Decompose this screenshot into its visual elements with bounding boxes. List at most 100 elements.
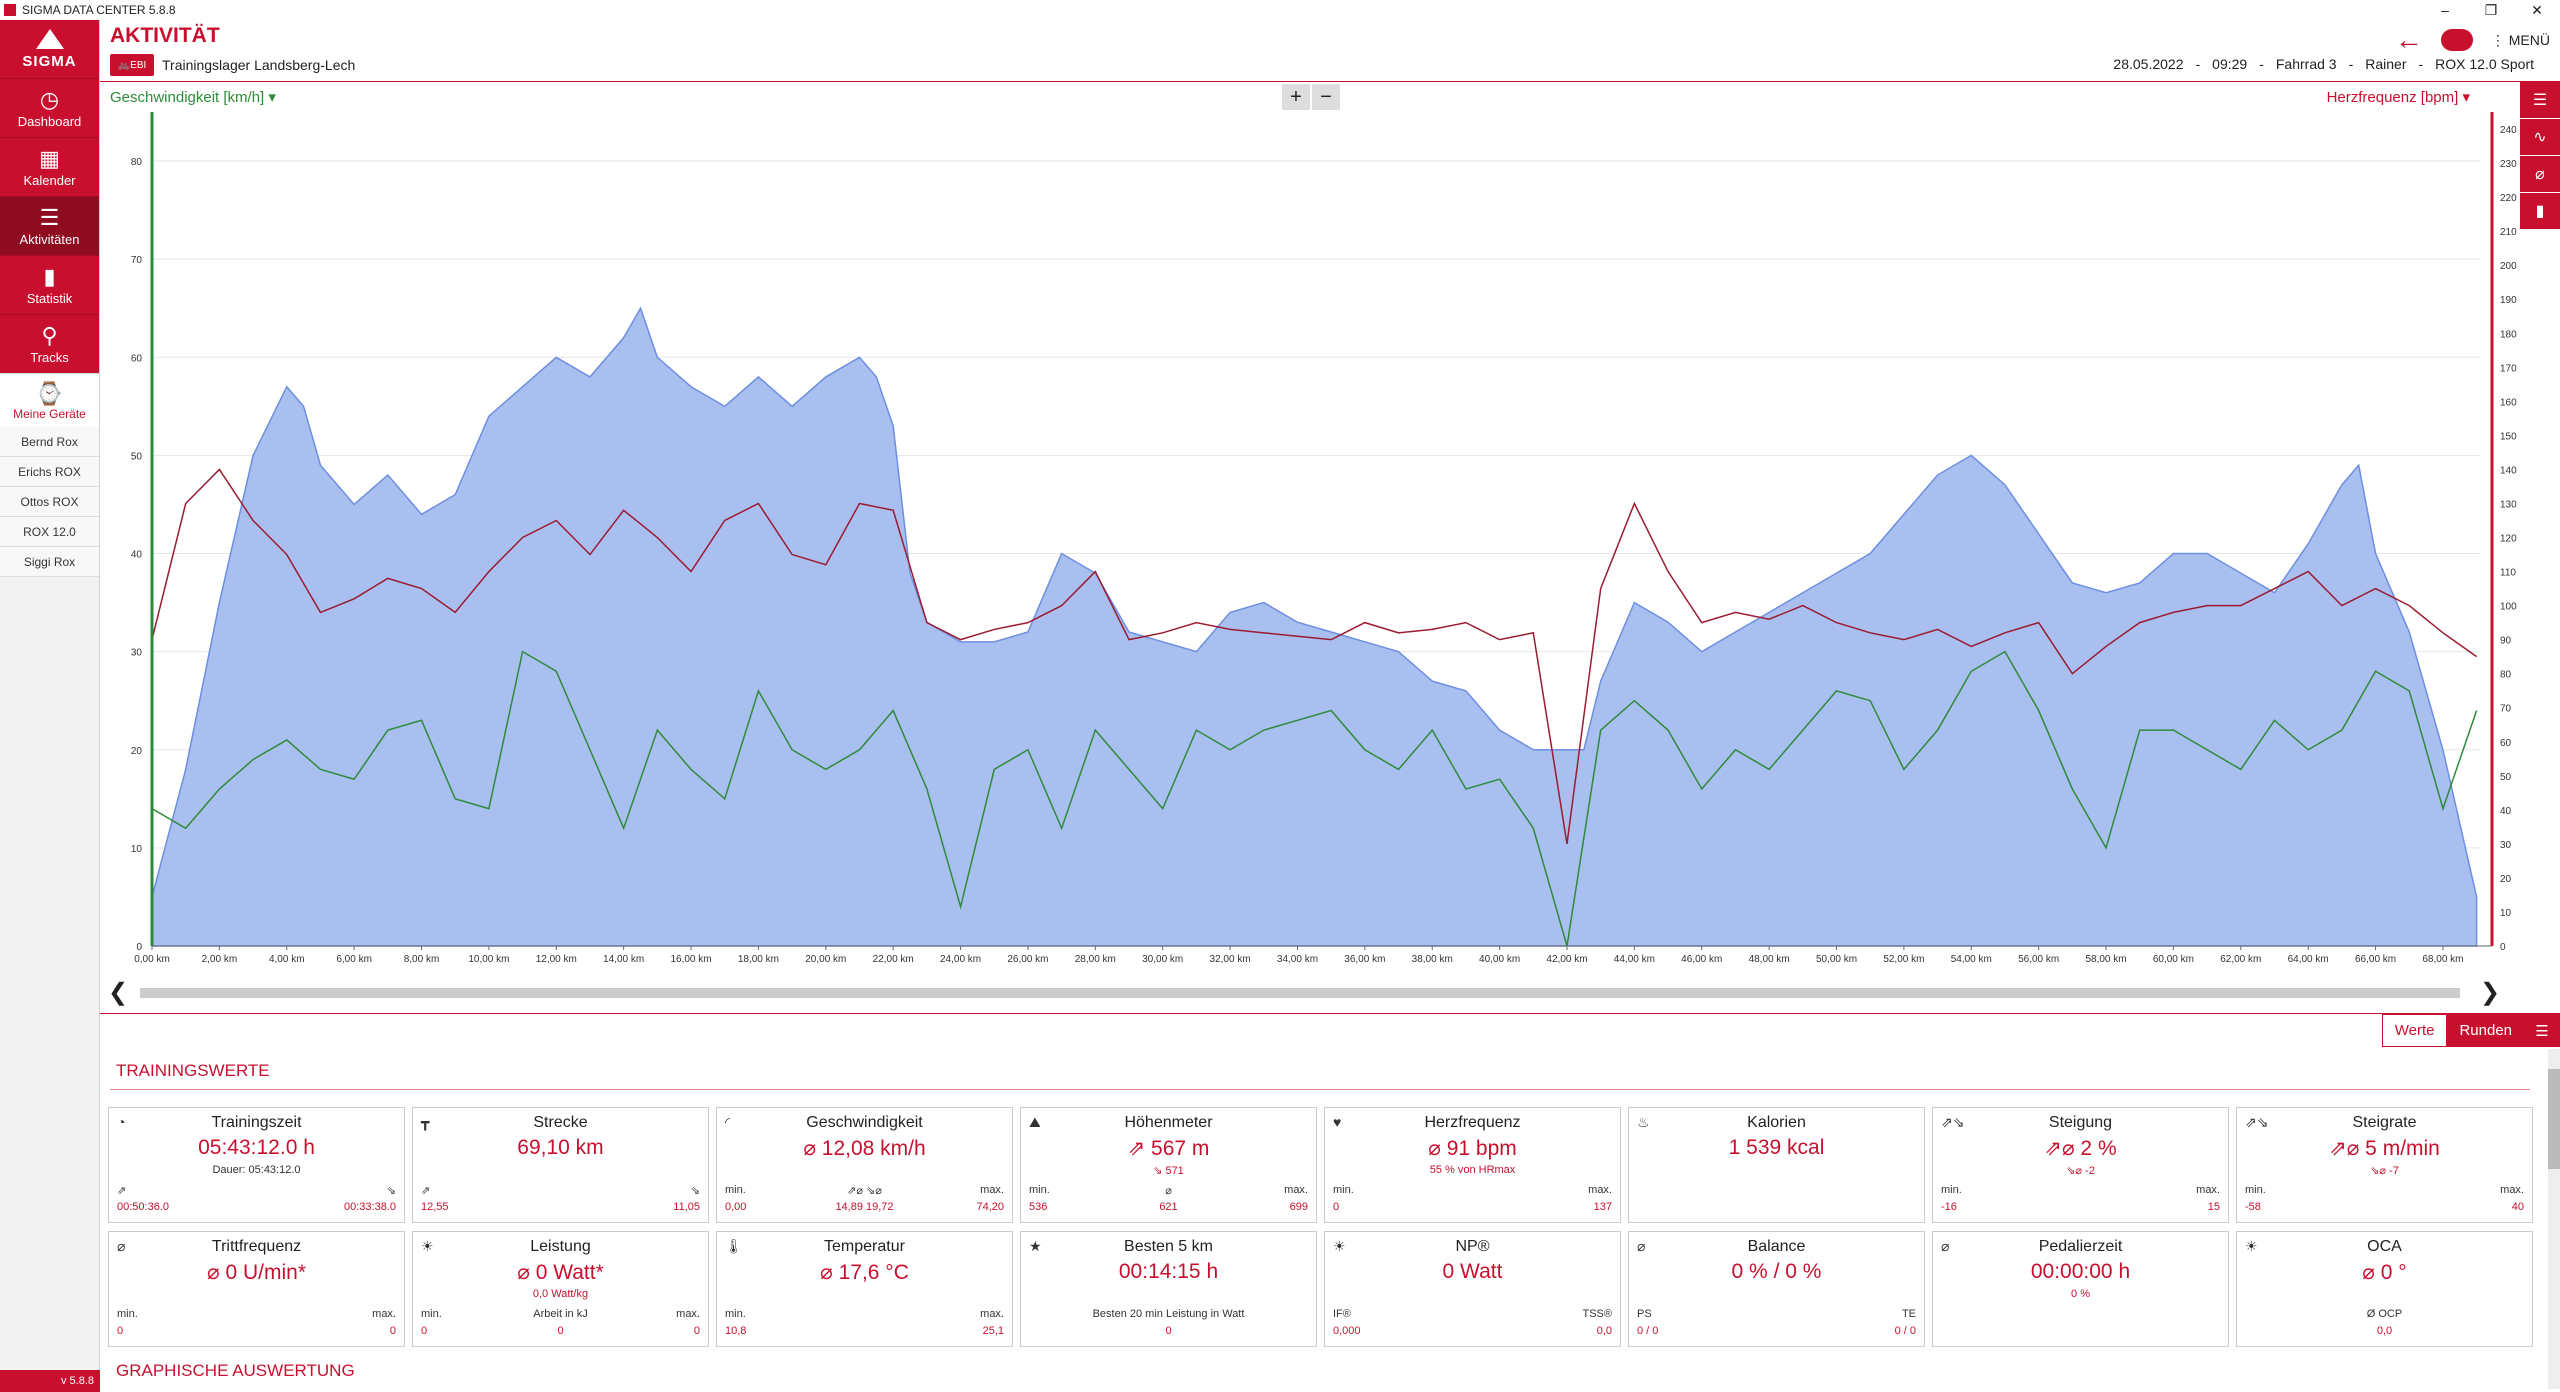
list-icon[interactable]: ☰ — [2524, 1014, 2560, 1047]
card-value-right: 137 — [1593, 1201, 1612, 1213]
x-tick-label: 20,00 km — [805, 954, 846, 965]
y-left-tick-label: 60 — [131, 353, 143, 364]
list-view-icon[interactable]: ☰ — [2520, 82, 2560, 118]
tab-runden[interactable]: Runden — [2447, 1014, 2524, 1047]
x-tick-label: 16,00 km — [670, 954, 711, 965]
chevron-right-icon[interactable]: ❯ — [2480, 979, 2501, 1006]
series-area-hoehenmeter — [151, 306, 2478, 947]
y-right-tick-label: 120 — [2500, 534, 2517, 545]
x-tick-label: 14,00 km — [603, 954, 644, 965]
card-label-right: TE — [1901, 1308, 1916, 1320]
back-arrow-icon[interactable]: ← — [2394, 24, 2423, 55]
sidebar-item-label: Statistik — [26, 290, 73, 306]
sidebar-item-aktivitaeten[interactable]: ☰ Aktivitäten — [0, 196, 99, 255]
device-item[interactable]: Erichs ROX — [0, 457, 99, 487]
device-item[interactable]: Bernd Rox — [0, 427, 99, 457]
card-value-left: 0 — [1333, 1201, 1340, 1213]
device-item[interactable]: ROX 12.0 — [0, 517, 99, 547]
chevron-left-icon[interactable]: ❮ — [108, 979, 129, 1006]
x-tick-label: 10,00 km — [468, 954, 509, 965]
sidebar-item-statistik[interactable]: ▮ Statistik — [0, 255, 99, 314]
activity-chart[interactable]: 0 10 20 30 40 50 60 70 80 0 10 20 30 40 50 60 70 80 90 100 1… — [100, 82, 2520, 1012]
y-right-tick-label: 230 — [2500, 159, 2517, 170]
x-tick-label: 38,00 km — [1412, 954, 1453, 965]
stat-card-oca: ☀ OCA ⌀ 0 ° Ø OCP 0,0 — [2236, 1231, 2533, 1347]
card-value: ⌀ 17,6 °C — [820, 1261, 909, 1284]
activity-bike: Fahrrad 3 — [2275, 56, 2337, 72]
zoom-out-button[interactable]: − — [1312, 84, 1340, 110]
close-button[interactable]: ✕ — [2531, 1, 2543, 18]
y-right-tick-label: 90 — [2500, 636, 2512, 647]
x-tick-label: 12,00 km — [536, 954, 577, 965]
card-value: 00:00:00 h — [2030, 1260, 2131, 1283]
card-label-right: max. — [2500, 1184, 2524, 1196]
speedometer-icon: ◜ — [725, 1114, 731, 1130]
nav-my-devices[interactable]: ⌚ Meine Geräte — [0, 373, 99, 427]
sidebar-item-label: Kalender — [23, 172, 76, 188]
sigma-logo[interactable]: SIGMA — [0, 20, 99, 78]
device-item[interactable]: Ottos ROX — [0, 487, 99, 517]
sidebar-item-tracks[interactable]: ⚲ Tracks — [0, 314, 99, 373]
y-right-tick-label: 220 — [2500, 193, 2517, 204]
y-right-tick-label: 240 — [2500, 125, 2517, 136]
card-label-right: max. — [372, 1308, 396, 1320]
stat-card-besten-5-km: ★ Besten 5 km 00:14:15 h Besten 20 min L… — [1020, 1231, 1317, 1347]
tab-werte[interactable]: Werte — [2381, 1014, 2448, 1047]
scroll-track[interactable] — [140, 988, 2460, 998]
menu-button[interactable]: ⋮ MENÜ — [2490, 31, 2550, 48]
card-value-left: 0,000 — [1333, 1325, 1361, 1337]
x-tick-label: 56,00 km — [2018, 954, 2059, 965]
card-value: ⌀ 0 ° — [2362, 1261, 2407, 1284]
maximize-button[interactable]: ❐ — [2484, 1, 2498, 18]
vertical-scrollbar[interactable] — [2548, 1049, 2560, 1389]
card-title: Strecke — [533, 1114, 588, 1131]
y-left-tick-label: 10 — [131, 844, 143, 855]
y-right-tick-label: 100 — [2500, 602, 2517, 613]
card-label-center: Arbeit in kJ — [533, 1308, 588, 1320]
sidebar-item-dashboard[interactable]: ◷ Dashboard — [0, 78, 99, 137]
scroll-thumb[interactable] — [2548, 1069, 2560, 1169]
card-label-center: Besten 20 min Leistung in Watt — [1092, 1308, 1245, 1320]
star-icon: ★ — [1029, 1238, 1042, 1254]
device-item[interactable]: Siggi Rox — [0, 547, 99, 577]
sidebar-item-label: Tracks — [30, 349, 69, 365]
left-axis-selector[interactable]: Geschwindigkeit [km/h] ▾ — [110, 88, 276, 106]
y-right-tick-label: 40 — [2500, 806, 2512, 817]
x-tick-label: 28,00 km — [1075, 954, 1116, 965]
incline-icon: ⇗⇘ — [1941, 1114, 1965, 1130]
x-tick-label: 36,00 km — [1344, 954, 1385, 965]
activity-date: 28.05.2022 — [2113, 56, 2184, 72]
card-label-right: max. — [1284, 1184, 1308, 1196]
line-chart-icon[interactable]: ∿ — [2520, 119, 2560, 155]
card-subvalue: 55 % von HRmax — [1429, 1164, 1516, 1176]
view-tabs: Werte Runden ☰ — [2381, 1013, 2560, 1047]
average-icon[interactable]: ⌀ — [2520, 156, 2560, 192]
x-tick-label: 40,00 km — [1479, 954, 1520, 965]
dropdown-icon: ▾ — [2462, 89, 2470, 106]
card-label-center: ⇗⌀ ⇘⌀ — [847, 1185, 882, 1197]
minimize-button[interactable]: – — [2441, 2, 2449, 18]
sidebar-item-kalender[interactable]: ▦ Kalender — [0, 137, 99, 196]
card-title: Geschwindigkeit — [806, 1114, 923, 1131]
card-value: ⇗⌀ 5 m/min — [2329, 1137, 2440, 1160]
y-left-tick-label: 0 — [136, 942, 142, 953]
cloud-sync-icon[interactable] — [2440, 29, 2473, 51]
card-label-left: PS — [1637, 1308, 1652, 1320]
card-value-left: 0 — [117, 1325, 124, 1337]
card-value-right: 15 — [2207, 1201, 2220, 1213]
x-tick-label: 4,00 km — [269, 954, 305, 965]
card-value: 0 % / 0 % — [1731, 1260, 1822, 1283]
bike-icon: 🚲 — [117, 59, 131, 71]
right-axis-selector[interactable]: Herzfrequenz [bpm] ▾ — [2327, 88, 2470, 106]
chart-scrollbar[interactable]: ❮ ❯ — [100, 979, 2560, 1006]
card-subvalue: ⇘ 571 — [1153, 1165, 1184, 1177]
histogram-icon[interactable]: ▮ — [2520, 193, 2560, 229]
card-title: OCA — [2367, 1238, 2402, 1255]
x-tick-label: 26,00 km — [1007, 954, 1048, 965]
card-title: Steigung — [2048, 1114, 2113, 1131]
chart-svg[interactable]: 0 10 20 30 40 50 60 70 80 0 10 20 30 40 50 60 70 80 90 100 1… — [100, 82, 2520, 1012]
dropdown-icon: ▾ — [268, 89, 276, 106]
meta-separator: - — [2348, 56, 2354, 72]
card-label-right: max. — [980, 1184, 1004, 1196]
zoom-in-button[interactable]: + — [1282, 84, 1310, 110]
